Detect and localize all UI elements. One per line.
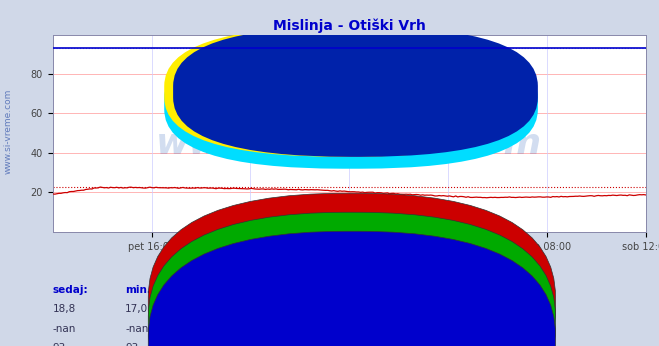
Text: 22,7: 22,7 [257, 304, 280, 315]
Text: 93: 93 [194, 343, 208, 346]
Text: www.si-vreme.com: www.si-vreme.com [156, 126, 542, 160]
Text: -nan: -nan [257, 324, 280, 334]
Text: 17,0: 17,0 [125, 304, 148, 315]
Text: višina[cm]: višina[cm] [364, 343, 418, 346]
Text: Slovenija / reke in morje.: Slovenija / reke in morje. [264, 244, 395, 254]
Text: maks.:: maks.: [257, 285, 297, 295]
FancyBboxPatch shape [173, 27, 538, 157]
Text: sedaj:: sedaj: [53, 285, 88, 295]
Text: povpr.:: povpr.: [194, 285, 235, 295]
Text: 93: 93 [257, 343, 270, 346]
FancyBboxPatch shape [164, 38, 538, 169]
Text: www.si-vreme.com: www.si-vreme.com [3, 89, 13, 174]
Text: 18,8: 18,8 [53, 304, 76, 315]
FancyBboxPatch shape [164, 27, 529, 157]
Text: zadnji dan / 5 minut.: zadnji dan / 5 minut. [275, 263, 384, 273]
Text: 93: 93 [125, 343, 138, 346]
Text: 20,0: 20,0 [194, 304, 217, 315]
Text: -nan: -nan [194, 324, 217, 334]
Text: Meritve: maksimalne  Enote: metrične  Črta: maksimum: Meritve: maksimalne Enote: metrične Črta… [183, 282, 476, 292]
Text: pretok[m3/s]: pretok[m3/s] [364, 324, 432, 334]
Title: Mislinja - Otiški Vrh: Mislinja - Otiški Vrh [273, 19, 426, 34]
Text: -nan: -nan [125, 324, 148, 334]
Text: min.:: min.: [125, 285, 156, 295]
Text: temperatura[C]: temperatura[C] [364, 304, 445, 315]
Text: -nan: -nan [53, 324, 76, 334]
Text: 93: 93 [53, 343, 66, 346]
Text: Mislinja - Otiški Vrh: Mislinja - Otiški Vrh [356, 285, 471, 296]
